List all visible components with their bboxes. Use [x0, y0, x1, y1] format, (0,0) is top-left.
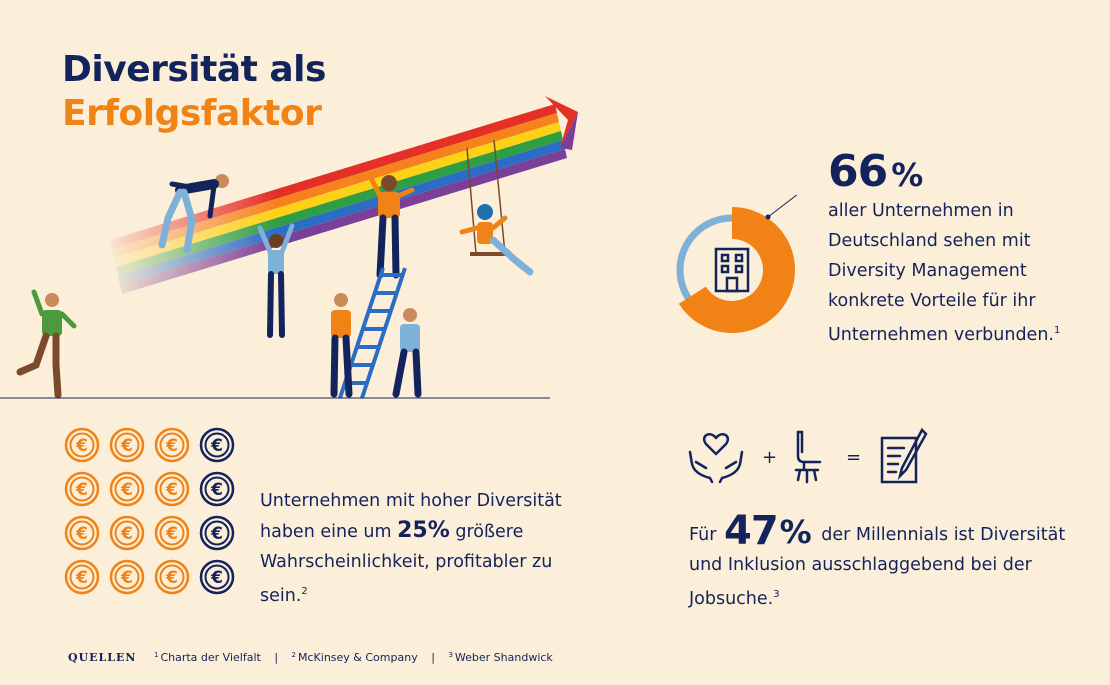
person-running	[16, 289, 77, 399]
footnote-3: 3	[773, 589, 780, 600]
title-line-2: Erfolgsfaktor	[62, 93, 322, 134]
svg-text:€: €	[210, 568, 223, 588]
source-1: Charta der Vielfalt	[160, 651, 261, 664]
svg-text:€: €	[165, 524, 178, 544]
svg-text:€: €	[210, 480, 223, 500]
person-hanging	[257, 223, 295, 338]
euro-coin-icon: €	[199, 471, 235, 507]
euro-coin-icon: €	[109, 515, 145, 551]
euro-coin-icon: €	[154, 427, 190, 463]
stat-47-value: 47	[723, 508, 779, 554]
person-prosthetic	[392, 308, 422, 398]
euro-coin-icon: €	[64, 515, 100, 551]
euro-coin-icon: €	[199, 427, 235, 463]
euro-coin-grid: € € € € € € € € € € € € € € € €	[64, 427, 235, 595]
euro-coin-icon: €	[154, 559, 190, 595]
euro-coin-icon: €	[199, 515, 235, 551]
stat-25-value: 25%	[397, 518, 450, 543]
donut-66	[676, 195, 798, 333]
rainbow-arrow	[110, 96, 578, 294]
svg-text:€: €	[75, 524, 88, 544]
footnote-2: 2	[301, 586, 308, 597]
svg-text:€: €	[120, 480, 133, 500]
footnote-1: 1	[1053, 325, 1061, 336]
source-3: Weber Shandwick	[454, 651, 553, 664]
svg-text:€: €	[210, 436, 223, 456]
office-chair-icon	[794, 430, 822, 484]
sources-label: QUELLEN	[68, 651, 137, 664]
svg-text:€: €	[210, 524, 223, 544]
euro-coin-icon: €	[109, 471, 145, 507]
svg-text:€: €	[75, 436, 88, 456]
svg-text:€: €	[165, 568, 178, 588]
euro-coin-icon: €	[64, 471, 100, 507]
svg-text:€: €	[75, 480, 88, 500]
page-title: Diversität als Erfolgsfaktor	[62, 48, 326, 136]
stat-25-text: Unternehmen mit hoher Diversität haben e…	[260, 491, 562, 606]
svg-text:€: €	[165, 480, 178, 500]
euro-coin-icon: €	[109, 427, 145, 463]
donut-pointer	[767, 195, 798, 218]
svg-text:€: €	[165, 436, 178, 456]
heart-hands-icon	[688, 433, 744, 484]
title-line-1: Diversität als	[62, 49, 326, 90]
euro-coin-icon: €	[64, 427, 100, 463]
euro-coin-icon: €	[109, 559, 145, 595]
stat-47-unit: %	[779, 513, 812, 551]
euro-coin-icon: €	[64, 559, 100, 595]
rainbow-arrow-illustration	[0, 96, 578, 399]
building-icon	[714, 247, 750, 293]
euro-coin-icon: €	[199, 559, 235, 595]
swing	[459, 139, 534, 276]
svg-text:€: €	[120, 524, 133, 544]
stat-47-text: Für 47% der Millennials ist Diversität u…	[689, 508, 1066, 609]
source-2: McKinsey & Company	[298, 651, 418, 664]
euro-coin-icon: €	[154, 515, 190, 551]
stat-66-value: 66%	[828, 146, 924, 197]
equals-sign: =	[846, 447, 861, 468]
person-older	[330, 293, 353, 398]
svg-text:€: €	[120, 436, 133, 456]
svg-text:€: €	[75, 568, 88, 588]
euro-coin-icon: €	[154, 471, 190, 507]
donut-arc	[678, 207, 795, 333]
equation-icons: + =	[688, 427, 928, 484]
svg-text:€: €	[120, 568, 133, 588]
person-lifting	[369, 175, 415, 279]
plus-sign: +	[762, 447, 777, 468]
person-on-arrow	[158, 174, 229, 254]
sources: QUELLEN 1 Charta der Vielfalt | 2 McKinsey…	[68, 651, 553, 664]
stat-66-text: aller Unternehmen in Deutschland sehen m…	[828, 201, 1061, 345]
document-pen-icon	[880, 427, 928, 484]
